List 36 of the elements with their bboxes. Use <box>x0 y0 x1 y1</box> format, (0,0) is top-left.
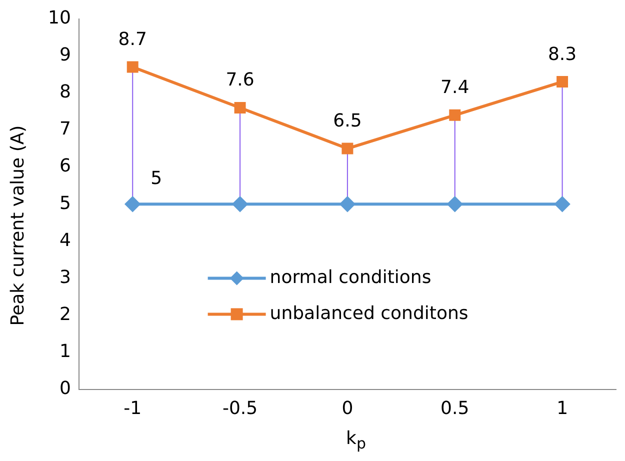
point <box>554 196 570 212</box>
legend-label: normal conditions <box>270 266 432 288</box>
point <box>232 196 248 212</box>
data-label: 5 <box>150 168 162 190</box>
point <box>449 109 461 121</box>
data-label: 6.5 <box>333 110 362 132</box>
x-tick-label: -0.5 <box>222 398 258 419</box>
y-tick-label: 0 <box>59 378 71 400</box>
y-tick-label: 10 <box>48 7 71 28</box>
y-axis-title: Peak current value (A) <box>8 124 28 328</box>
point <box>126 61 138 73</box>
point <box>234 102 246 114</box>
data-label: 8.7 <box>118 28 147 50</box>
x-tick-label: 0.5 <box>440 398 470 419</box>
data-label: 7.6 <box>226 70 254 91</box>
point <box>340 196 355 212</box>
x-axis-title: k$_{p}$ <box>345 428 367 453</box>
data-label: 7.4 <box>440 77 470 98</box>
y-tick-label: 2 <box>59 304 71 325</box>
y-tick-label: 8 <box>59 82 71 103</box>
point <box>125 196 140 212</box>
y-tick-label: 4 <box>59 230 71 251</box>
legend-label: unbalanced conditons <box>270 302 468 324</box>
data-label: 8.3 <box>548 44 577 65</box>
x-tick-label: 1 <box>556 398 568 419</box>
point <box>342 142 354 154</box>
y-tick-label: 9 <box>59 44 71 66</box>
y-tick-label: 6 <box>59 156 71 177</box>
point <box>556 76 568 88</box>
point <box>447 196 462 212</box>
y-tick-label: 3 <box>59 266 71 288</box>
y-tick-label: 7 <box>59 118 71 140</box>
y-tick-label: 5 <box>59 192 71 214</box>
y-tick-label: 1 <box>59 341 71 362</box>
x-tick-label: -1 <box>124 398 142 419</box>
x-tick-label: 0 <box>342 398 354 419</box>
